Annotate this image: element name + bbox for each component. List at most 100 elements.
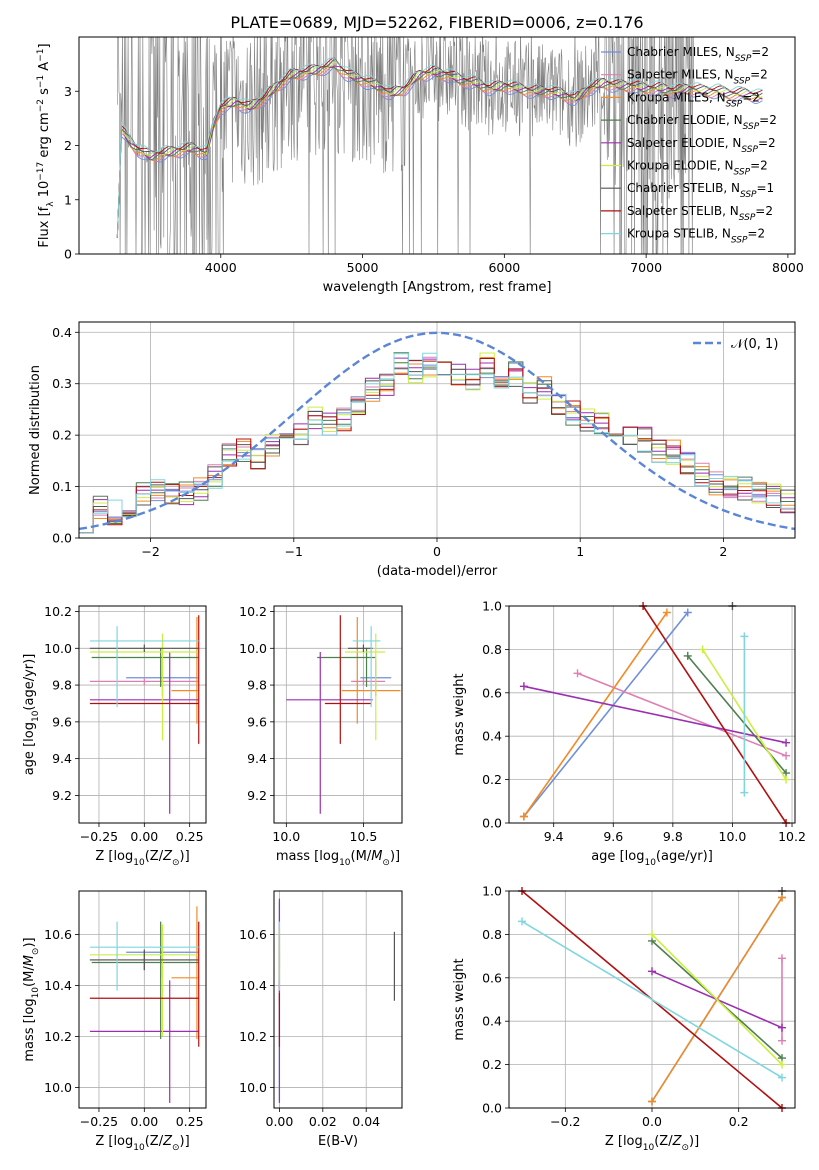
x-axis-label: age [log10(age/yr)] (591, 849, 713, 868)
y-tick-label: 3 (64, 84, 72, 99)
x-axis-label: Z [log10(Z/Z⊙)] (95, 849, 189, 868)
x-tick-label: 0.04 (352, 1114, 380, 1129)
y-tick-label: 2 (64, 138, 72, 153)
y-tick-label: 10.2 (44, 1029, 72, 1044)
y-tick-label: 0 (64, 247, 72, 262)
x-tick-label: 9.8 (663, 829, 683, 844)
x-axis-label: E(B-V) (318, 1134, 358, 1149)
residuals-legend: 𝒩(0, 1) (693, 337, 778, 352)
y-tick-label: 1 (64, 192, 72, 207)
legend-entry: Chabrier STELIB, NSSP=1 (627, 181, 774, 200)
weight-marker (662, 608, 671, 617)
errorbar-point (352, 626, 381, 708)
frame-z-weight: −0.2 0.0 0.2 0.0 0.2 0.4 0.6 0.8 1.0 Z [log10(Z/Z… (452, 884, 749, 1154)
weight-marker (740, 632, 749, 641)
spectrum-legend: Chabrier MILES, NSSP=2 Salpeter MILES, NS… (601, 45, 777, 246)
x-axis-label: mass [log10(M/M⊙)] (276, 849, 400, 868)
y-tick-label: 10.0 (239, 641, 267, 656)
y-tick-label: 0.6 (482, 685, 502, 700)
axes-ebv-mass (274, 891, 402, 1108)
weight-marker (683, 608, 692, 617)
weight-marker (778, 954, 786, 963)
axes-z-mass (79, 891, 206, 1108)
errorbar-point (89, 921, 199, 991)
legend-entry: Salpeter MILES, NSSP=2 (627, 68, 768, 87)
weight-series (573, 669, 791, 760)
y-tick-label: 10.4 (239, 978, 267, 993)
x-tick-label: 0 (433, 544, 441, 559)
residual-histogram-step (79, 352, 795, 534)
legend-entry: Kroupa STELIB, NSSP=2 (627, 227, 765, 246)
axes-frame (508, 890, 796, 1109)
weight-marker (648, 967, 656, 976)
weight-marker (782, 775, 791, 784)
weight-series (519, 682, 791, 747)
x-tick-label: 0.00 (266, 1114, 294, 1129)
legend-entry: Kroupa ELODIE, NSSP=2 (627, 159, 768, 178)
axes-frame (508, 605, 796, 824)
errorbar-point (89, 921, 200, 1047)
x-tick-label: −2 (141, 544, 159, 559)
y-tick-label: 9.4 (52, 751, 72, 766)
x-tick-label: 0.02 (309, 1114, 337, 1129)
y-tick-label: 0.4 (52, 325, 72, 340)
y-axis-label: Flux [fλ 10−17 erg cm−2 s−1 A−1] (36, 43, 56, 247)
x-tick-label: 10.2 (778, 829, 806, 844)
weight-series (639, 602, 791, 827)
y-axis-label: mass [log10(M/M⊙)] (22, 937, 41, 1061)
weight-marker (573, 669, 582, 678)
y-axis-label: age [log10(age/yr)] (22, 654, 41, 776)
x-tick-label: 2 (719, 544, 727, 559)
errorbar-point (171, 906, 199, 1040)
errorbar-point (344, 633, 386, 741)
y-tick-label: 0.2 (482, 1057, 502, 1072)
weight-marker (778, 1073, 786, 1082)
weight-marker (782, 738, 791, 747)
y-tick-label: 10.2 (239, 604, 267, 619)
y-tick-label: 9.2 (52, 788, 72, 803)
errorbar-point (324, 615, 372, 744)
x-tick-label: −0.25 (80, 829, 118, 844)
axes-frame (273, 890, 403, 1109)
plot-area-z-age (89, 615, 200, 814)
y-tick-label: 9.8 (52, 678, 72, 693)
errorbar-point (89, 980, 199, 1103)
plot-area-ebv-mass (278, 898, 396, 1103)
model-spectrum-line (116, 62, 763, 238)
weight-series (648, 930, 786, 1069)
x-tick-label: 10.0 (272, 829, 300, 844)
x-tick-label: 9.6 (603, 829, 623, 844)
errorbar-point (91, 648, 199, 687)
frame-spectrum: 4000 5000 6000 7000 8000 0 1 2 3 wavelength [Angs… (36, 43, 804, 295)
x-tick-label: 0.25 (176, 829, 204, 844)
y-tick-label: 0.8 (482, 642, 502, 657)
legend-entry: Salpeter ELODIE, NSSP=2 (627, 136, 776, 155)
legend-entry: Chabrier MILES, NSSP=2 (627, 45, 769, 64)
weight-series (683, 651, 791, 778)
x-tick-label: 7000 (630, 260, 662, 275)
frame-age-weight: 9.4 9.6 9.8 10.0 10.2 0.0 0.2 0.4 0.6 0.8 1.0 age [… (452, 599, 806, 869)
errorbar-point (89, 644, 199, 652)
weight-marker (698, 645, 707, 654)
legend-entry: Chabrier ELODIE, NSSP=2 (627, 113, 777, 132)
observed-spectrum-line (117, 37, 695, 254)
y-tick-label: 10.0 (44, 1080, 72, 1095)
model-spectrum-line (116, 57, 763, 238)
weight-marker (778, 1060, 786, 1069)
errorbar-point (89, 949, 199, 971)
frame-residuals: −2 −1 0 1 2 0.0 0.1 0.2 0.3 0.4 (data-model)/error… (28, 325, 727, 579)
legend-entry: Kroupa MILES, NSSP=2 (627, 90, 760, 109)
frame-ebv-mass: 0.00 0.02 0.04 10.0 10.2 10.4 10.6 E(B-V) (239, 927, 380, 1149)
y-tick-label: 9.6 (52, 714, 72, 729)
errorbar-point (348, 644, 373, 652)
axes-frame (78, 321, 796, 539)
y-tick-label: 0.3 (52, 376, 72, 391)
y-tick-label: 0.2 (52, 428, 72, 443)
x-tick-label: 5000 (347, 260, 379, 275)
errorbar-point (286, 651, 373, 814)
errorbar-point (89, 677, 199, 686)
x-tick-label: 0.25 (176, 1114, 204, 1129)
axes-frame (78, 36, 796, 255)
weight-marker (519, 812, 528, 821)
